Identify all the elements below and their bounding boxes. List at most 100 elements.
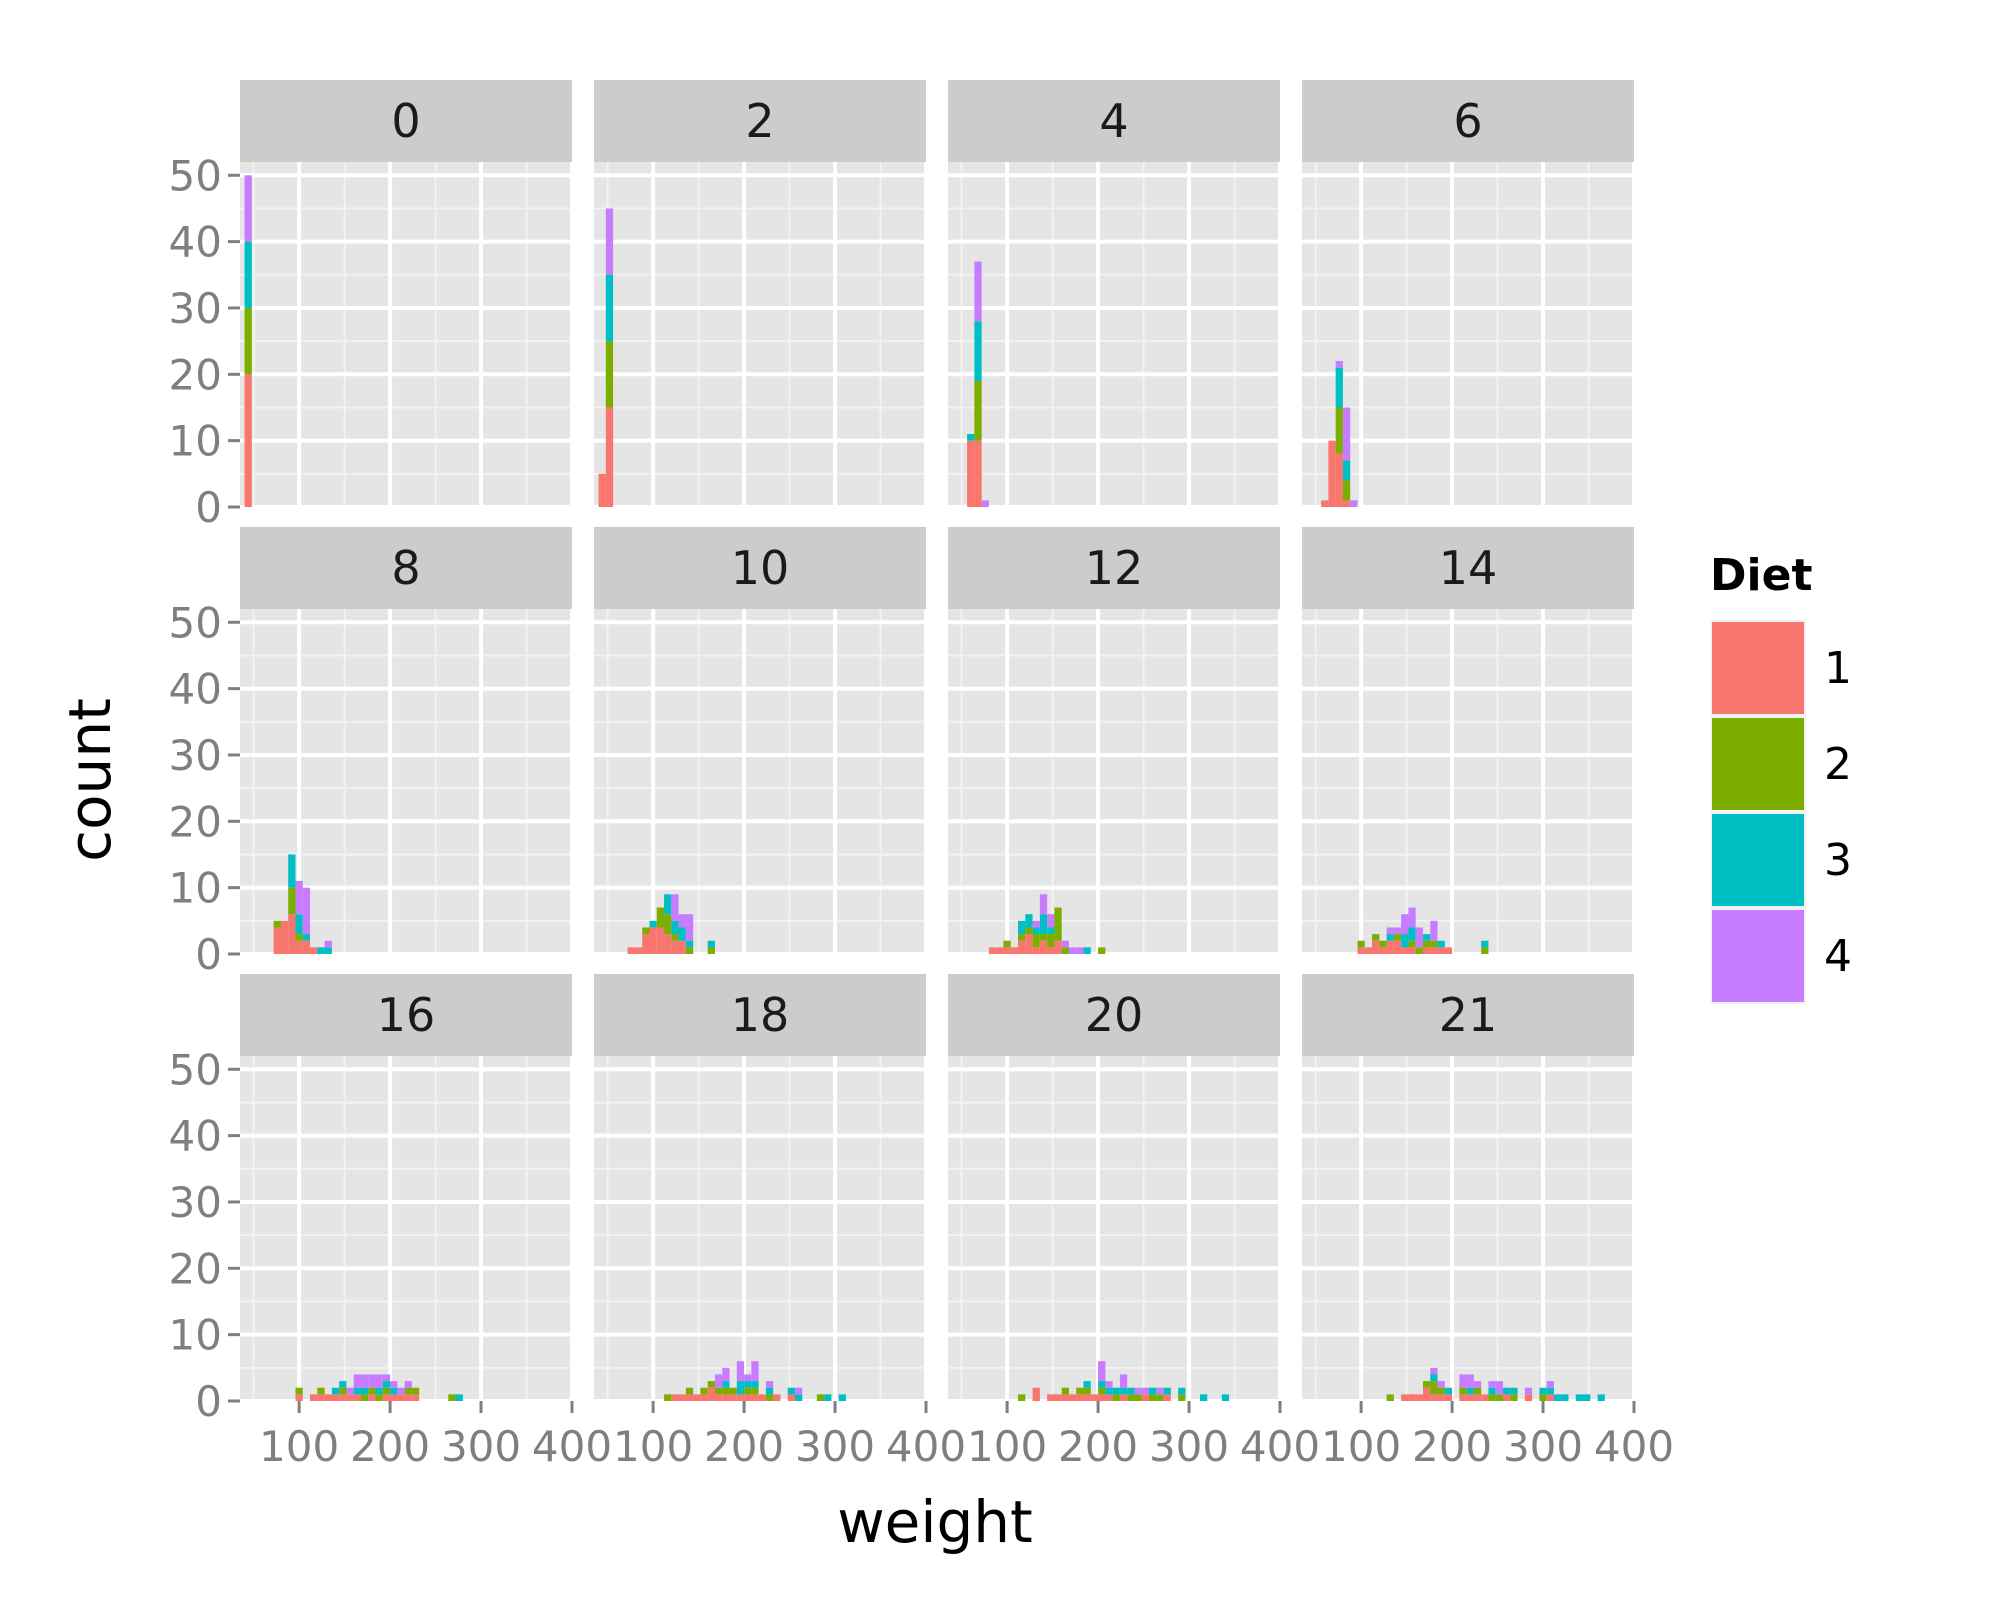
histogram-bar: [700, 1394, 708, 1401]
histogram-bar: [1083, 1381, 1091, 1388]
histogram-bar: [404, 1381, 412, 1388]
histogram-bar: [1379, 947, 1387, 954]
histogram-bar: [1342, 500, 1351, 507]
histogram-bar: [1415, 947, 1423, 954]
x-tick-label: 400: [886, 1422, 966, 1471]
histogram-bar: [671, 894, 679, 921]
facet-strip: 8: [240, 527, 572, 609]
histogram-bar: [974, 321, 982, 381]
histogram-bar: [448, 1394, 456, 1401]
y-tick-label: 10: [169, 864, 222, 913]
facet-panel: [948, 609, 1280, 954]
histogram-bar: [1105, 1381, 1113, 1388]
histogram-bar: [1098, 1387, 1106, 1395]
histogram-bar: [1466, 1387, 1474, 1395]
histogram-bar: [1163, 1387, 1171, 1395]
histogram-bar: [390, 1381, 398, 1388]
y-tick-label: 0: [195, 483, 222, 532]
histogram-bar: [288, 914, 296, 954]
histogram-bar: [1039, 934, 1048, 941]
histogram-bar: [744, 1374, 752, 1382]
histogram-bar: [324, 1394, 332, 1401]
histogram-bar: [317, 947, 325, 954]
histogram-bar: [693, 1394, 701, 1401]
histogram-bar: [331, 1387, 340, 1395]
x-tick-label: 300: [441, 1422, 521, 1471]
facet-strip-label: 10: [731, 541, 790, 595]
histogram-bar: [1039, 914, 1048, 935]
histogram-bar: [310, 947, 318, 954]
histogram-bar: [1083, 1394, 1091, 1401]
histogram-bar: [382, 1387, 391, 1395]
facet-panels: 0 2 4 6 8 10 12 14 16 18 20 21: [240, 80, 1634, 1401]
histogram-bar: [1473, 1394, 1482, 1401]
histogram-bar: [1473, 1381, 1482, 1388]
x-axes: 100 200 300 400 100 200 300 400 100 200 300 400 100 2…: [259, 1401, 1674, 1471]
histogram-bar: [1335, 453, 1343, 507]
facet-strip-label: 4: [1099, 94, 1128, 148]
x-tick-label: 400: [1240, 1422, 1320, 1471]
facet-strip: 10: [594, 527, 926, 609]
histogram-bar: [795, 1394, 803, 1401]
legend-swatch: [1712, 622, 1804, 714]
histogram-bar: [974, 261, 982, 322]
histogram-bar: [1018, 940, 1026, 954]
histogram-bar: [824, 1394, 832, 1401]
histogram-bar: [1408, 927, 1416, 941]
histogram-bar: [1010, 947, 1019, 954]
x-axis-title: weight: [837, 1488, 1033, 1556]
panel-background: [948, 1056, 1280, 1401]
histogram-bar: [1415, 1394, 1423, 1401]
x-tick-label: 300: [1149, 1422, 1229, 1471]
facet-strip-label: 16: [377, 988, 436, 1042]
histogram-bar: [1546, 1381, 1554, 1388]
facet-strip-background: [948, 527, 1280, 609]
histogram-bar: [1163, 1394, 1171, 1401]
histogram-bar: [678, 940, 686, 954]
histogram-bar: [1342, 407, 1351, 461]
histogram-bar: [605, 341, 614, 408]
histogram-bar: [1503, 1394, 1511, 1401]
histogram-bar: [295, 934, 303, 941]
histogram-bar: [1437, 947, 1445, 954]
facet-strip-background: [948, 974, 1280, 1056]
histogram-bar: [700, 1387, 708, 1395]
histogram-bar: [1112, 1394, 1120, 1401]
histogram-bar: [1047, 1394, 1055, 1401]
histogram-bar: [758, 1394, 766, 1401]
histogram-bar: [1393, 927, 1402, 935]
histogram-bar: [605, 274, 614, 342]
histogram-bar: [1553, 1394, 1562, 1401]
histogram-bar: [411, 1387, 420, 1395]
facet-panel: [948, 162, 1280, 507]
histogram-bar: [1488, 1387, 1496, 1395]
y-tick-label: 40: [169, 218, 222, 267]
y-tick-label: 30: [169, 1178, 222, 1227]
facet-panel: [594, 162, 926, 507]
facet-strip-background: [240, 527, 572, 609]
histogram-bar: [1393, 934, 1402, 941]
histogram-bar: [787, 1394, 796, 1401]
histogram-bar: [1090, 1394, 1099, 1401]
histogram-bar: [765, 1381, 774, 1388]
histogram-bar: [1112, 1387, 1120, 1395]
legend-swatch: [1712, 910, 1804, 1002]
histogram-bar: [1386, 927, 1394, 935]
histogram-bar: [397, 1387, 405, 1395]
panel-background: [594, 1056, 926, 1401]
histogram-bar: [1437, 1394, 1445, 1401]
histogram-bar: [1156, 1387, 1164, 1395]
histogram-bar: [1466, 1394, 1474, 1401]
histogram-bar: [816, 1394, 825, 1401]
histogram-bar: [353, 1394, 361, 1401]
x-tick-label: 400: [1594, 1422, 1674, 1471]
histogram-bar: [244, 175, 252, 242]
histogram-bar: [605, 208, 614, 275]
facet-strip-label: 18: [731, 988, 790, 1042]
histogram-bar: [397, 1394, 405, 1401]
histogram-bar: [1335, 361, 1343, 368]
histogram-bar: [280, 920, 289, 954]
histogram-bar: [1408, 947, 1416, 954]
facet-strip: 14: [1302, 527, 1634, 609]
facet-strip-background: [948, 80, 1280, 162]
